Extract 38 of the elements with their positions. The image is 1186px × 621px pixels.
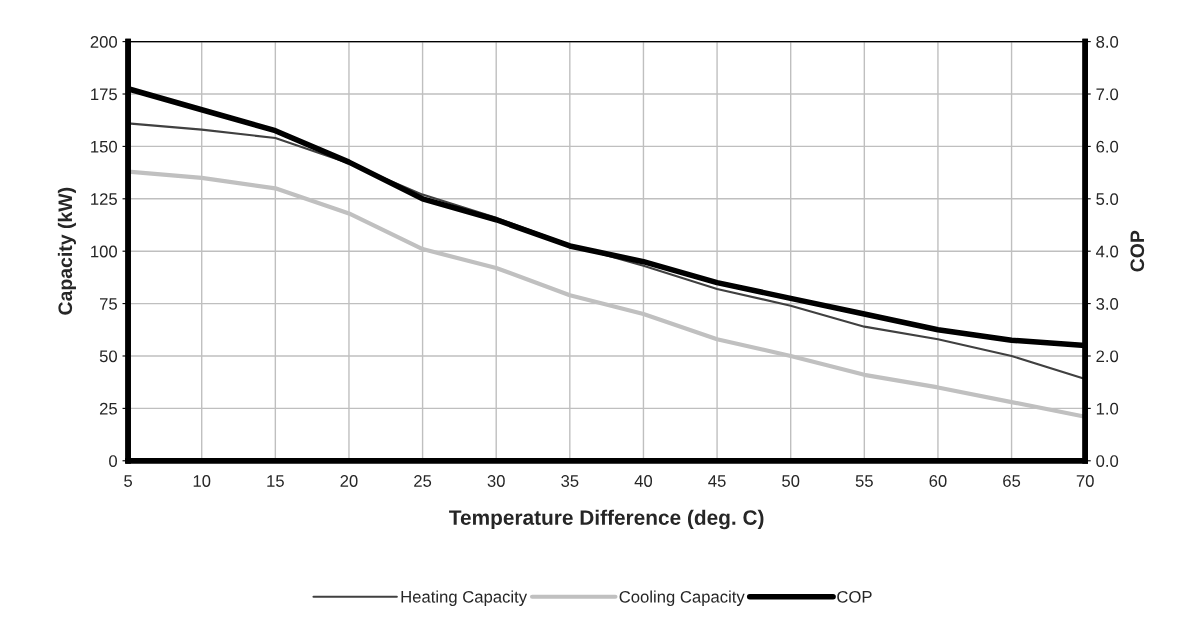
legend-label: COP <box>837 590 872 603</box>
y2-tick-label: 3.0 <box>1096 297 1119 310</box>
x-tick-label: 15 <box>267 475 284 487</box>
legend-label: Heating Capacity <box>401 590 528 606</box>
x-tick-label: 60 <box>929 475 947 487</box>
x-tick-label: 10 <box>193 475 211 487</box>
y2-tick-label: 0.0 <box>1096 455 1119 467</box>
x-tick-label: 50 <box>782 475 800 487</box>
y2-tick-label: 7.0 <box>1096 88 1119 101</box>
x-tick-label: 65 <box>1003 475 1021 487</box>
x-tick-label: 35 <box>561 475 579 487</box>
x-tick-label: 70 <box>1076 475 1094 487</box>
x-tick-label: 25 <box>414 475 432 487</box>
x-tick-label: 5 <box>124 475 133 487</box>
y-tick-label: 150 <box>91 140 118 153</box>
y-tick-label: 125 <box>91 193 117 205</box>
x-tick-label: 40 <box>634 475 653 487</box>
legend-label: Cooling Capacity <box>619 590 745 606</box>
y-tick-label: 75 <box>99 298 117 310</box>
y-tick-label: 50 <box>99 350 118 363</box>
y-tick-label: 200 <box>90 36 118 48</box>
y-axis-title: Capacity (kW) <box>57 187 76 315</box>
x-tick-label: 20 <box>340 475 358 487</box>
y-tick-label: 100 <box>91 245 118 258</box>
x-axis-title: Temperature Difference (deg. C) <box>449 509 764 530</box>
y2-axis-title: COP <box>1130 230 1145 272</box>
y2-tick-label: 5.0 <box>1096 193 1119 205</box>
y2-tick-label: 8.0 <box>1096 36 1119 48</box>
y2-tick-label: 1.0 <box>1096 402 1119 415</box>
y-tick-label: 25 <box>99 402 117 415</box>
y-tick-label: 0 <box>109 455 118 467</box>
y-tick-label: 175 <box>91 88 117 101</box>
y2-tick-label: 4.0 <box>1095 245 1119 258</box>
y2-tick-label: 6.0 <box>1096 140 1119 153</box>
x-tick-label: 30 <box>487 475 505 487</box>
y2-tick-label: 2.0 <box>1096 350 1119 363</box>
x-tick-label: 55 <box>855 475 873 487</box>
x-tick-label: 45 <box>708 475 726 487</box>
